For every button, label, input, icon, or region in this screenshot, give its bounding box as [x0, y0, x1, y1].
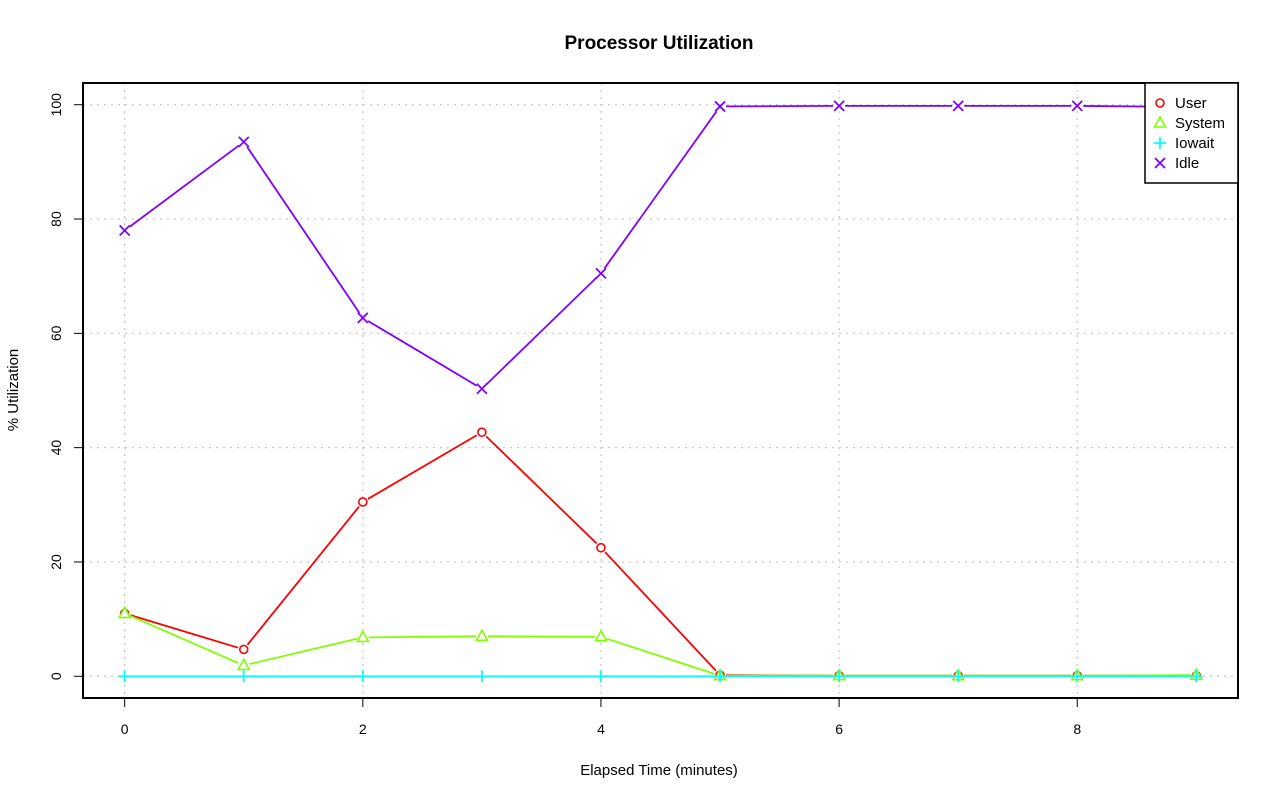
series-system-segment — [129, 614, 239, 664]
y-tick-label: 100 — [48, 93, 64, 117]
series-system-point — [117, 605, 132, 619]
x-tick-label: 2 — [359, 721, 367, 737]
x-tick-label: 4 — [597, 721, 605, 737]
x-tick-label: 8 — [1073, 721, 1081, 737]
series-idle-segment — [485, 276, 598, 386]
series-system-point — [475, 628, 489, 642]
series-idle-point — [119, 224, 131, 237]
series-iowait-point — [118, 670, 131, 683]
y-tick-label: 20 — [48, 554, 64, 570]
legend-label-system: System — [1175, 115, 1225, 132]
series-system-segment — [487, 635, 595, 638]
x-tick-label: 0 — [121, 721, 129, 737]
series-idle-point — [1071, 100, 1083, 112]
series-iowait-point — [356, 670, 369, 683]
legend-label-user: User — [1175, 95, 1207, 112]
series-idle-segment — [726, 104, 834, 108]
series-iowait-point — [714, 670, 727, 683]
series-system-segment — [368, 635, 476, 639]
series-system-segment — [249, 637, 358, 665]
y-tick-label: 0 — [48, 672, 64, 680]
y-axis-label: % Utilization — [5, 349, 22, 432]
x-tick-label: 6 — [835, 721, 843, 737]
series-system-segment — [606, 637, 715, 675]
legend-marker-user — [1155, 98, 1165, 108]
y-tick-label: 80 — [48, 211, 64, 227]
series-idle-segment — [603, 110, 718, 269]
series-iowait-point — [594, 670, 607, 683]
series-idle-segment — [128, 144, 240, 228]
series-system-point — [236, 657, 251, 671]
plot-area-frame — [82, 82, 1239, 699]
series-iowait — [118, 670, 1203, 683]
series-system-point — [355, 629, 370, 643]
y-tick-label: 60 — [48, 325, 64, 341]
y-tick-label: 40 — [48, 440, 64, 456]
series-idle-point — [357, 312, 369, 324]
legend-marker-idle — [1154, 157, 1166, 169]
series-user — [119, 427, 1202, 681]
legend-item-iowait: Iowait — [1154, 135, 1215, 152]
series-idle-point — [714, 100, 726, 113]
series-idle-point — [238, 136, 250, 148]
series-idle-point — [833, 100, 845, 112]
series-system — [117, 605, 1204, 681]
legend: User System Iowait Idle — [1144, 82, 1239, 184]
series-user-segment — [367, 434, 478, 500]
series-user-segment — [485, 435, 598, 545]
series-iowait-point — [952, 670, 965, 683]
series-iowait-point — [475, 670, 488, 683]
legend-marker-system — [1153, 115, 1167, 128]
series-iowait-point — [237, 670, 250, 683]
series-system-point — [594, 629, 608, 642]
legend-label-iowait: Iowait — [1175, 135, 1215, 152]
legend-marker-iowait — [1154, 137, 1166, 149]
chart-title: Processor Utilization — [565, 33, 754, 54]
series-idle-point — [595, 267, 607, 279]
series-iowait-point — [833, 670, 846, 683]
series-idle-segment — [367, 320, 478, 387]
series-layer — [117, 100, 1204, 683]
series-user-point — [596, 542, 606, 553]
series-iowait-point — [1071, 670, 1084, 683]
series-idle — [119, 100, 1202, 395]
series-user-segment — [246, 506, 360, 646]
legend-label-idle: Idle — [1175, 155, 1199, 172]
series-user-segment — [130, 614, 239, 649]
series-user-segment — [604, 551, 717, 672]
legend-item-idle: Idle — [1154, 155, 1199, 172]
legend-item-user: User — [1155, 95, 1207, 112]
series-user-point — [477, 427, 487, 438]
series-user-point — [238, 644, 249, 655]
x-axis-label: Elapsed Time (minutes) — [580, 762, 738, 779]
series-idle-point — [952, 100, 964, 112]
series-iowait-point — [1190, 670, 1203, 683]
grid-lines — [83, 83, 1238, 698]
series-idle-point — [476, 383, 488, 395]
legend-item-system: System — [1153, 115, 1225, 132]
series-user-point — [358, 497, 368, 507]
series-idle-segment — [246, 146, 361, 314]
